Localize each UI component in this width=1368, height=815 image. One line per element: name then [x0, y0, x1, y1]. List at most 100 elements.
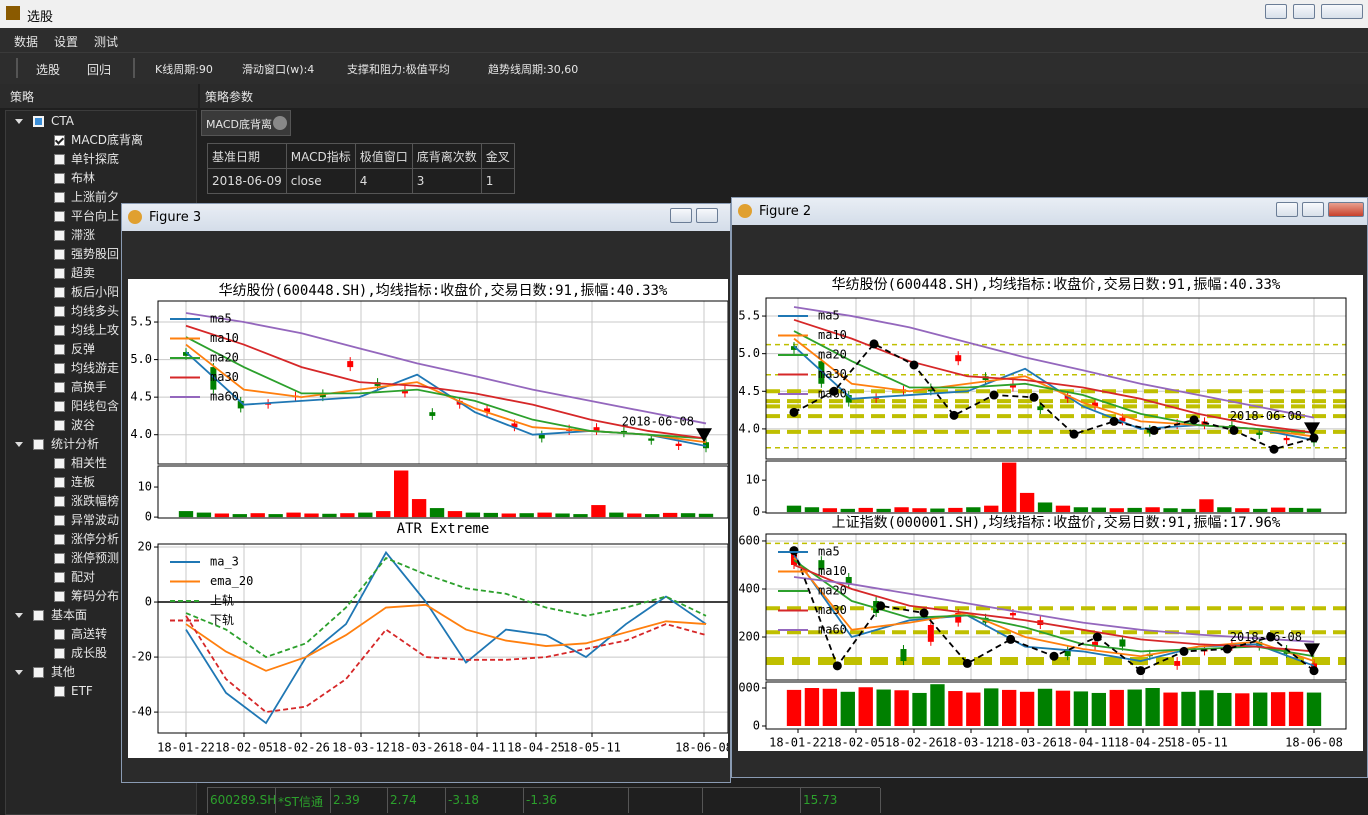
checkbox[interactable]	[54, 477, 65, 488]
tree-item[interactable]: MACD底背离	[71, 133, 143, 147]
maximize-button[interactable]	[1293, 4, 1315, 19]
checkbox[interactable]	[54, 325, 65, 336]
checkbox[interactable]	[54, 249, 65, 260]
expand-arrow[interactable]	[15, 613, 23, 618]
series-line	[185, 324, 707, 440]
expand-arrow[interactable]	[15, 670, 23, 675]
tree-item[interactable]: 布林	[71, 171, 96, 185]
minimize-button[interactable]	[1265, 4, 1287, 19]
trend-point	[1149, 425, 1159, 435]
tree-group[interactable]: CTA	[51, 114, 74, 128]
checkbox[interactable]	[54, 534, 65, 545]
checkbox[interactable]	[54, 268, 65, 279]
checkbox[interactable]	[54, 686, 65, 697]
tree-group[interactable]: 统计分析	[51, 437, 100, 451]
checkbox[interactable]	[33, 610, 44, 621]
result-cell[interactable]: 2.74	[390, 793, 417, 807]
tree-item[interactable]: 反弹	[71, 342, 96, 356]
checkbox[interactable]	[54, 173, 65, 184]
result-cell[interactable]: -1.36	[526, 793, 558, 807]
tree-item[interactable]: 单针探底	[71, 152, 120, 166]
legend-label: ma20	[210, 351, 239, 365]
checkbox[interactable]	[54, 572, 65, 583]
series-line	[793, 557, 1315, 662]
expand-arrow[interactable]	[15, 119, 23, 124]
tree-item[interactable]: 涨跌幅榜	[71, 494, 120, 508]
checkbox[interactable]	[54, 648, 65, 659]
checkbox[interactable]	[54, 553, 65, 564]
checkbox[interactable]	[54, 515, 65, 526]
checkbox[interactable]	[54, 629, 65, 640]
tab[interactable]: MACD底背离	[201, 110, 291, 136]
checkbox[interactable]	[33, 116, 44, 127]
tree-item[interactable]: 超卖	[71, 266, 96, 280]
expand-arrow[interactable]	[15, 442, 23, 447]
tree-item[interactable]: 板后小阳	[71, 285, 120, 299]
trend-point	[949, 410, 959, 420]
tree-item[interactable]: ETF	[71, 684, 93, 698]
tree-item[interactable]: 平台向上	[71, 209, 120, 223]
checkbox[interactable]	[54, 306, 65, 317]
tree-item[interactable]: 上涨前夕	[71, 190, 120, 204]
tree-item[interactable]: 相关性	[71, 456, 108, 470]
tab-close[interactable]	[273, 116, 287, 130]
tree-group[interactable]: 基本面	[51, 608, 88, 622]
tree-item[interactable]: 配对	[71, 570, 96, 584]
tree-item[interactable]: 异常波动	[71, 513, 120, 527]
tree-item[interactable]: 高换手	[71, 380, 108, 394]
results-table: 600289.SH *ST信通 2.39 2.74 -3.18 -1.36 15.73	[207, 787, 881, 813]
result-cell[interactable]: 15.73	[803, 793, 838, 807]
toolbar-button[interactable]: 选股	[36, 63, 61, 77]
toolbar-button[interactable]: 回归	[87, 63, 112, 77]
tree-item[interactable]: 涨停分析	[71, 532, 120, 546]
checkbox[interactable]	[54, 211, 65, 222]
checkbox[interactable]	[54, 496, 65, 507]
result-cell[interactable]: 600289.SH	[210, 793, 277, 807]
checkbox[interactable]	[54, 458, 65, 469]
minimize-button[interactable]	[1276, 202, 1298, 217]
close-button[interactable]	[1321, 4, 1363, 19]
volume-bar	[786, 505, 802, 513]
maximize-button[interactable]	[1302, 202, 1324, 217]
tree-item[interactable]: 阳线包含	[71, 399, 120, 413]
tree-item[interactable]: 成长股	[71, 646, 108, 660]
trend-point	[1309, 433, 1319, 443]
legend-label: ma20	[818, 348, 847, 362]
checkbox[interactable]	[54, 382, 65, 393]
result-cell[interactable]: -3.18	[448, 793, 480, 807]
menu-item[interactable]: 测试	[94, 35, 119, 49]
tree-item[interactable]: 均线游走	[71, 361, 120, 375]
checkbox[interactable]	[54, 154, 65, 165]
tree-item[interactable]: 连板	[71, 475, 96, 489]
tree-item[interactable]: 均线上攻	[71, 323, 120, 337]
tree-group[interactable]: 其他	[51, 665, 76, 679]
checkbox[interactable]	[54, 344, 65, 355]
maximize-button[interactable]	[696, 208, 718, 223]
tree-item[interactable]: 波谷	[71, 418, 96, 432]
volume-bar	[322, 513, 337, 518]
tree-item[interactable]: 滞涨	[71, 228, 96, 242]
checkbox[interactable]	[33, 667, 44, 678]
tree-item[interactable]: 筹码分布	[71, 589, 120, 603]
tree-item[interactable]: 涨停预测	[71, 551, 120, 565]
checkbox[interactable]	[54, 363, 65, 374]
result-cell[interactable]: *ST信通	[278, 795, 323, 809]
menu-item[interactable]: 设置	[54, 35, 79, 49]
result-cell[interactable]: 2.39	[333, 793, 360, 807]
checkbox[interactable]	[54, 135, 65, 146]
minimize-button[interactable]	[670, 208, 692, 223]
checkbox[interactable]	[54, 591, 65, 602]
checkbox[interactable]	[54, 192, 65, 203]
volume-bar	[286, 512, 301, 518]
tree-item[interactable]: 强势股回	[71, 247, 120, 261]
tree-item[interactable]: 均线多头	[71, 304, 120, 318]
checkbox[interactable]	[54, 401, 65, 412]
checkbox[interactable]	[54, 230, 65, 241]
checkbox[interactable]	[33, 439, 44, 450]
series-line	[793, 330, 1315, 434]
checkbox[interactable]	[54, 420, 65, 431]
checkbox[interactable]	[54, 287, 65, 298]
tree-item[interactable]: 高送转	[71, 627, 108, 641]
menu-item[interactable]: 数据	[14, 35, 39, 49]
close-button[interactable]	[1328, 202, 1364, 217]
